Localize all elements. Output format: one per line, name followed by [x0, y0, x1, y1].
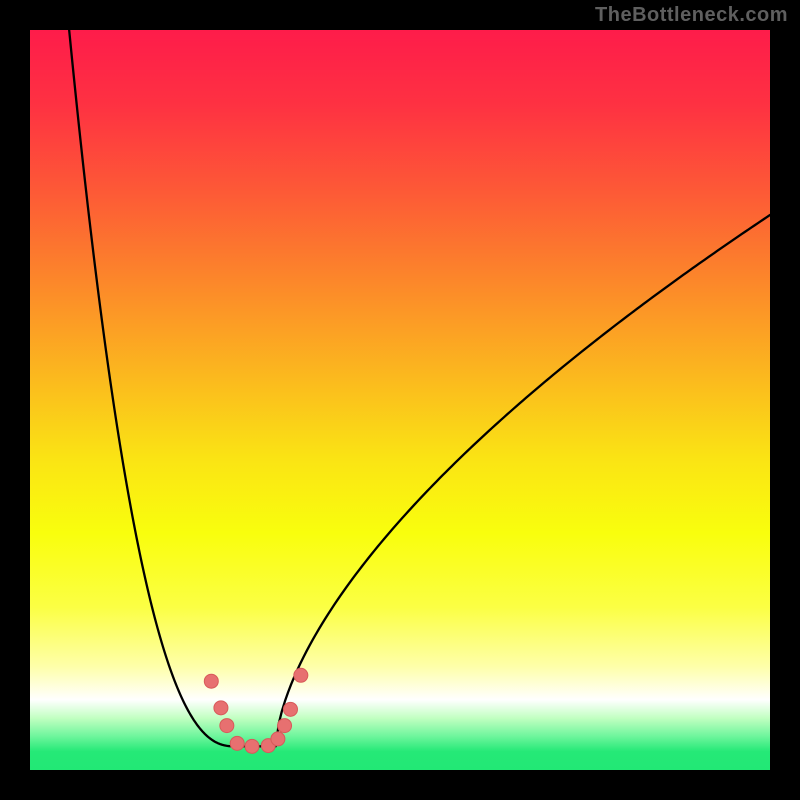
- data-marker: [220, 719, 234, 733]
- data-marker: [230, 736, 244, 750]
- data-marker: [214, 701, 228, 715]
- data-marker: [271, 732, 285, 746]
- data-marker: [278, 719, 292, 733]
- gradient-background: [30, 30, 770, 770]
- data-marker: [283, 702, 297, 716]
- chart-root: TheBottleneck.com: [0, 0, 800, 800]
- chart-svg: [30, 30, 770, 770]
- data-marker: [294, 668, 308, 682]
- data-marker: [204, 674, 218, 688]
- plot-area: [30, 30, 770, 770]
- watermark-text: TheBottleneck.com: [595, 4, 788, 27]
- data-marker: [245, 739, 259, 753]
